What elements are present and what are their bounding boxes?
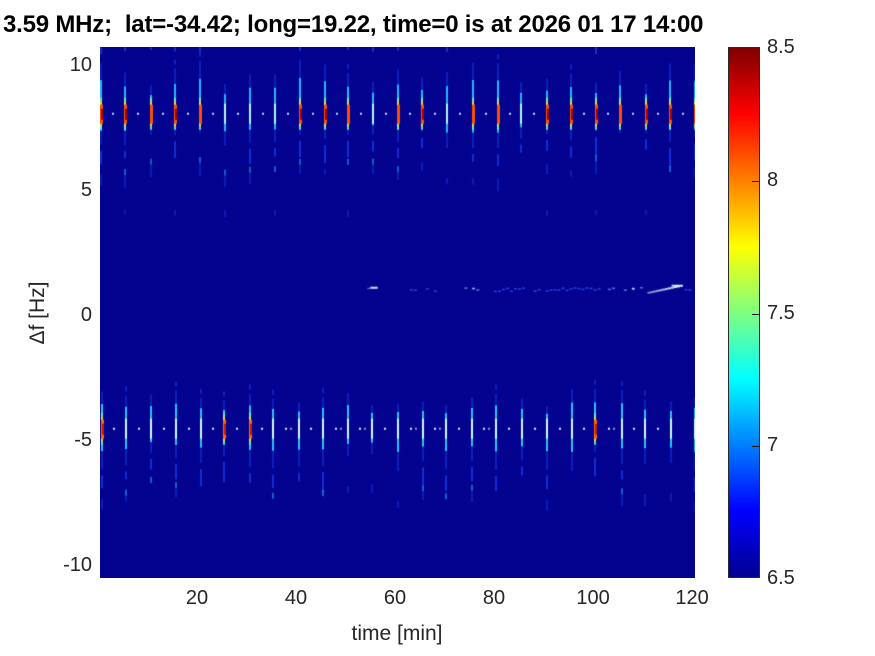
title-clipped-fragment: = xyxy=(0,11,3,39)
y-axis-label: Δf [Hz] xyxy=(26,281,49,345)
colorbar-tick-label: 8.5 xyxy=(767,36,795,58)
x-tick-label: 100 xyxy=(576,587,610,609)
figure-title-text: 3.59 MHz; lat=-34.42; long=19.22, time=0… xyxy=(3,11,704,38)
colorbar-tick-label: 8 xyxy=(767,168,779,191)
y-tick-label: -5 xyxy=(74,429,92,451)
y-tick-label: 5 xyxy=(80,179,92,201)
colorbar-tick-label: 7.5 xyxy=(767,301,795,324)
x-tick-label: 60 xyxy=(383,587,407,609)
x-tick-label: 80 xyxy=(482,587,506,609)
x-tick-label: 20 xyxy=(185,587,209,609)
y-tick-label: 0 xyxy=(80,304,92,326)
colorbar xyxy=(728,47,760,578)
spectrogram-plot xyxy=(100,47,695,578)
y-tick-label: -10 xyxy=(63,554,92,576)
figure-title: =3.59 MHz; lat=-34.42; long=19.22, time=… xyxy=(0,11,703,39)
colorbar-tick-label: 7 xyxy=(767,434,779,457)
x-tick-label: 120 xyxy=(675,587,709,609)
colorbar-tick-mark xyxy=(752,446,759,448)
y-tick-label: 10 xyxy=(69,54,92,76)
x-axis-label: time [min] xyxy=(351,622,443,645)
colorbar-tick-mark xyxy=(752,180,759,182)
colorbar-tick-label: 6.5 xyxy=(767,567,795,589)
colorbar-tick-mark xyxy=(752,313,759,315)
x-tick-label: 40 xyxy=(284,587,308,609)
